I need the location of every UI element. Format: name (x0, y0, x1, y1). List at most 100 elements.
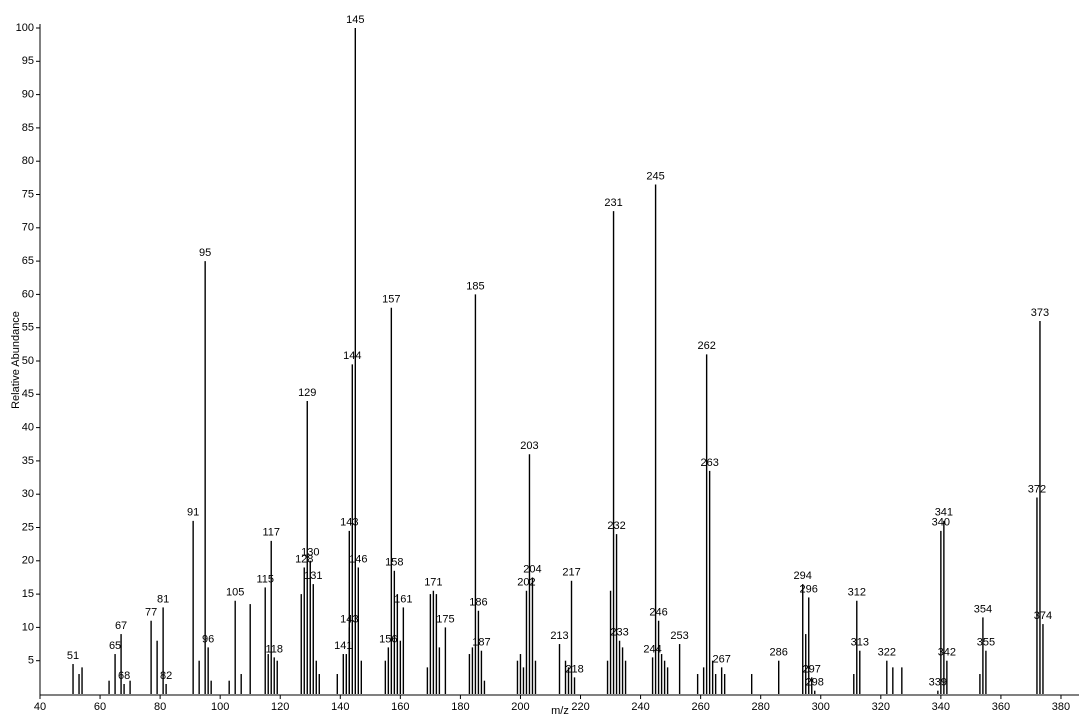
y-tick-label: 50 (22, 355, 34, 367)
y-tick-label: 30 (22, 488, 34, 500)
peak-label: 312 (848, 587, 866, 599)
y-tick-label: 100 (16, 22, 34, 34)
y-tick-label: 60 (22, 288, 34, 300)
peak-label: 65 (109, 640, 121, 652)
peak-label: 203 (520, 440, 538, 452)
x-axis-label: m/z (551, 705, 569, 717)
peak-label: 144 (343, 350, 361, 362)
peak-label: 115 (256, 573, 274, 585)
x-tick-label: 220 (571, 701, 589, 713)
y-tick-label: 15 (22, 588, 34, 600)
y-tick-label: 75 (22, 188, 34, 200)
peak-label: 128 (295, 553, 313, 565)
peak-label: 313 (851, 637, 869, 649)
peak-label: 68 (118, 670, 130, 682)
peak-label: 146 (349, 553, 367, 565)
peak-label: 202 (517, 577, 535, 589)
x-tick-label: 60 (94, 701, 106, 713)
x-tick-label: 160 (391, 701, 409, 713)
x-tick-label: 360 (992, 701, 1010, 713)
peak-label: 187 (472, 637, 490, 649)
peak-label: 267 (712, 653, 730, 665)
peak-label: 117 (262, 527, 280, 539)
peak-label: 296 (800, 583, 818, 595)
peak-label: 51 (67, 650, 79, 662)
peak-label: 374 (1034, 610, 1052, 622)
peak-label: 217 (562, 567, 580, 579)
y-tick-label: 65 (22, 255, 34, 267)
peak-label: 246 (649, 607, 667, 619)
peak-label: 77 (145, 607, 157, 619)
y-tick-label: 20 (22, 555, 34, 567)
peak-label: 185 (466, 280, 484, 292)
peak-label: 129 (298, 387, 316, 399)
x-tick-label: 340 (932, 701, 950, 713)
peak-label: 141 (334, 640, 352, 652)
x-tick-label: 180 (451, 701, 469, 713)
peak-label: 131 (304, 570, 322, 582)
peak-label: 322 (878, 647, 896, 659)
y-tick-label: 90 (22, 89, 34, 101)
y-tick-label: 45 (22, 388, 34, 400)
x-tick-label: 380 (1052, 701, 1070, 713)
peak-label: 143 (340, 517, 358, 529)
peak-label: 342 (938, 647, 956, 659)
peak-label: 67 (115, 620, 127, 632)
peak-label: 231 (604, 197, 622, 209)
peak-label: 157 (382, 294, 400, 306)
x-tick-label: 260 (691, 701, 709, 713)
y-tick-label: 35 (22, 455, 34, 467)
x-tick-label: 320 (872, 701, 890, 713)
peak-label: 262 (697, 340, 715, 352)
peak-label: 81 (157, 593, 169, 605)
y-tick-label: 40 (22, 422, 34, 434)
peak-label: 245 (646, 170, 664, 182)
peak-label: 118 (265, 643, 283, 655)
x-tick-label: 140 (331, 701, 349, 713)
peak-label: 204 (523, 563, 541, 575)
peak-label: 145 (346, 14, 364, 26)
y-tick-label: 55 (22, 322, 34, 334)
peak-label: 175 (436, 613, 454, 625)
peak-label: 82 (160, 670, 172, 682)
peak-label: 373 (1031, 307, 1049, 319)
peak-label: 105 (226, 587, 244, 599)
x-tick-label: 240 (631, 701, 649, 713)
peak-label: 354 (974, 603, 992, 615)
peak-label: 297 (803, 663, 821, 675)
y-tick-label: 10 (22, 621, 34, 633)
peak-label: 218 (565, 663, 583, 675)
x-tick-label: 100 (211, 701, 229, 713)
peak-label: 186 (469, 597, 487, 609)
peak-label: 286 (770, 647, 788, 659)
peak-label: 253 (670, 630, 688, 642)
y-tick-label: 5 (28, 655, 34, 667)
peak-label: 294 (794, 570, 812, 582)
peak-label: 232 (607, 520, 625, 532)
peak-label: 171 (424, 577, 442, 589)
x-tick-label: 80 (154, 701, 166, 713)
y-axis-label: Relative Abundance (10, 311, 22, 409)
peak-label: 355 (977, 637, 995, 649)
x-tick-label: 120 (271, 701, 289, 713)
x-tick-label: 200 (511, 701, 529, 713)
peak-label: 95 (199, 247, 211, 259)
x-tick-label: 280 (752, 701, 770, 713)
peak-label: 158 (385, 557, 403, 569)
peak-label: 91 (187, 507, 199, 519)
peak-label: 298 (806, 677, 824, 689)
peak-label: 161 (394, 593, 412, 605)
y-tick-label: 95 (22, 55, 34, 67)
peak-label: 372 (1028, 483, 1046, 495)
peak-label: 213 (550, 630, 568, 642)
x-tick-label: 300 (812, 701, 830, 713)
y-tick-label: 80 (22, 155, 34, 167)
y-tick-label: 70 (22, 222, 34, 234)
y-tick-label: 25 (22, 521, 34, 533)
peak-label: 263 (700, 457, 718, 469)
peak-label: 340 (932, 517, 950, 529)
peak-label: 130 (301, 547, 319, 559)
peak-label: 96 (202, 633, 214, 645)
